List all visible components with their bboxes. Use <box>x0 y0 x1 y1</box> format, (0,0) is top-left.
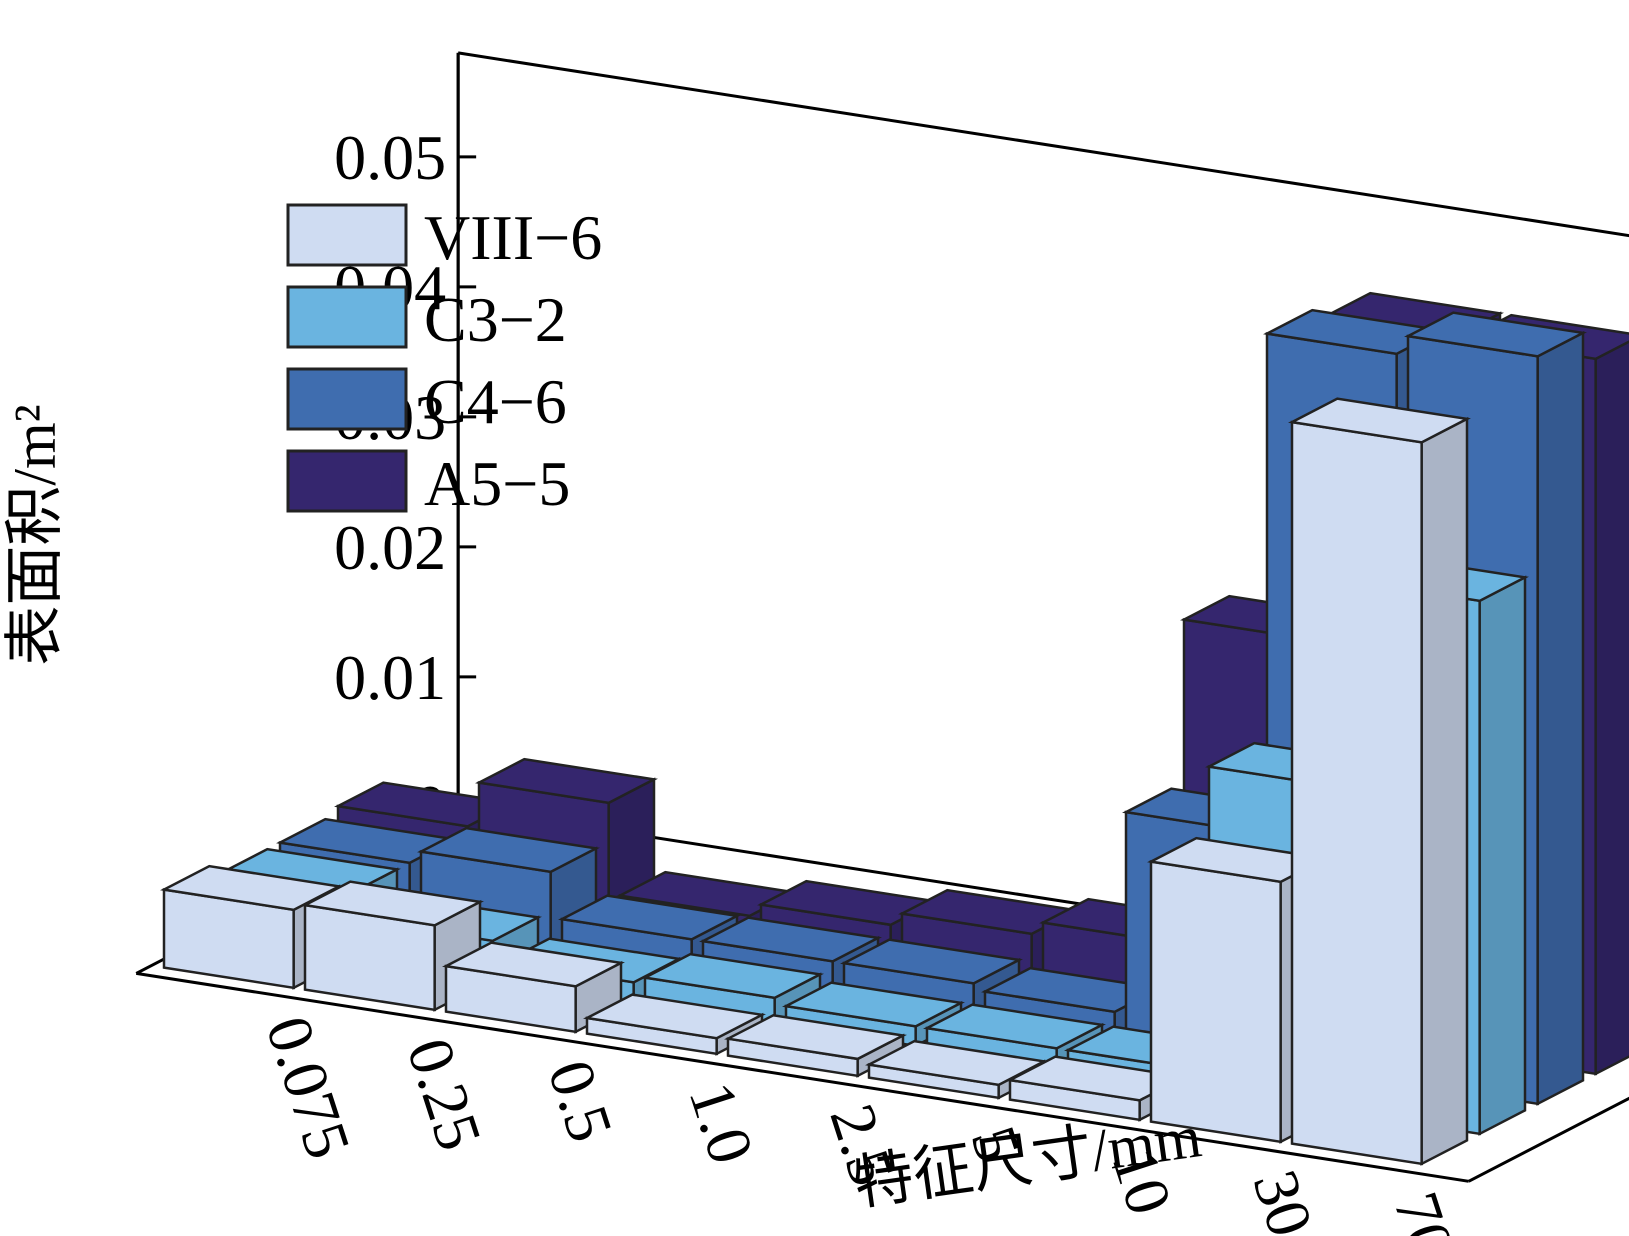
legend-item: A5−5 <box>286 448 570 519</box>
x-tick-label: 0.5 <box>534 1052 626 1150</box>
x-tick-label: 1.0 <box>675 1074 767 1172</box>
legend-item: C4−6 <box>286 366 567 437</box>
bar-top-face <box>699 916 882 963</box>
legend: VIII−6 C3−2 C4−6 A5−5 <box>286 202 602 519</box>
frame-edge <box>457 51 1629 238</box>
legend-label: C3−2 <box>424 284 567 355</box>
frame-edge <box>1468 1096 1629 1183</box>
x-tick-label: 70 <box>1380 1184 1467 1236</box>
bar-top-face <box>1404 311 1587 358</box>
bars-layer <box>160 291 1629 1166</box>
legend-item: VIII−6 <box>286 202 602 273</box>
legend-label: VIII−6 <box>424 202 602 273</box>
y-axis-title: 表面积/m² <box>2 404 68 665</box>
bar-top-face <box>301 880 484 927</box>
bar-side-face <box>1478 575 1527 1136</box>
legend-label: C4−6 <box>424 366 567 437</box>
bar <box>1288 397 1471 1166</box>
bar <box>442 941 625 1034</box>
bar-side-face <box>1420 416 1469 1166</box>
bar-side-face <box>1536 330 1585 1106</box>
bar-top-face <box>583 993 766 1040</box>
legend-item: C3−2 <box>286 284 567 355</box>
x-tick-label: 0.075 <box>252 1008 364 1167</box>
bar-top-face <box>442 941 625 988</box>
bar-top-face <box>475 757 658 805</box>
legend-swatch <box>286 449 408 513</box>
bar-top-face <box>417 826 600 874</box>
frame-edge <box>136 971 1469 1183</box>
legend-swatch <box>286 285 408 349</box>
y-tick-label: 0.02 <box>334 512 446 583</box>
bar-top-face <box>724 1014 907 1061</box>
bar-top-face <box>782 981 965 1028</box>
legend-label: A5−5 <box>424 448 570 519</box>
y-tick-label: 0.05 <box>334 122 446 193</box>
bar-top-face <box>1288 397 1471 444</box>
x-tick-label: 30 <box>1239 1162 1326 1236</box>
bar-top-face <box>923 1003 1106 1050</box>
bar-top-face <box>840 938 1023 985</box>
x-tick-label: 0.25 <box>393 1030 495 1158</box>
bar-top-face <box>641 952 824 1000</box>
bar-front-face <box>1290 420 1423 1166</box>
bar-side-face <box>1594 340 1629 1076</box>
y-tick-label: 0.01 <box>334 642 446 713</box>
legend-swatch <box>286 367 408 431</box>
bar-top-face <box>558 894 741 941</box>
legend-swatch <box>286 203 408 267</box>
bar-front-face <box>1149 860 1282 1144</box>
